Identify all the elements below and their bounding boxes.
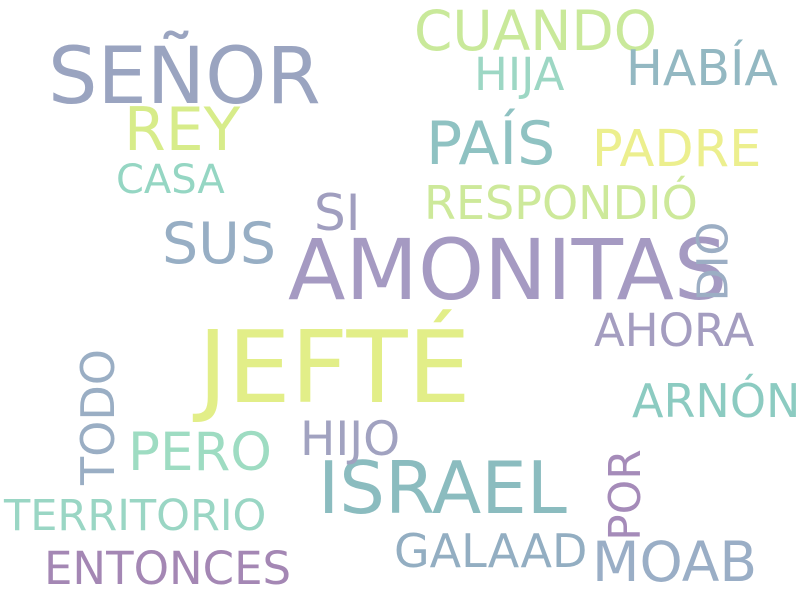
word-pero: PERO: [128, 422, 272, 483]
word-dio: DIO: [688, 221, 739, 302]
word-pais: PAÍS: [426, 109, 556, 179]
word-israel: ISRAEL: [318, 446, 567, 530]
word-hija: HIJA: [474, 48, 565, 101]
word-casa: CASA: [116, 157, 225, 203]
word-rey: REY: [124, 95, 241, 165]
word-sus: SUS: [162, 211, 277, 277]
word-por: POR: [599, 449, 651, 541]
word-padre: PADRE: [592, 120, 762, 179]
word-moab: MOAB: [592, 530, 758, 594]
word-territorio: TERRITORIO: [4, 491, 267, 541]
word-amonitas: AMONITAS: [288, 221, 728, 319]
word-ahora: AHORA: [594, 304, 755, 357]
word-arnon: ARNÓN: [632, 374, 800, 428]
word-hijo: HIJO: [300, 412, 401, 467]
word-entonces: ENTONCES: [44, 542, 292, 595]
word-si: SI: [314, 184, 361, 242]
word-senor: SEÑOR: [48, 32, 321, 122]
word-jefte: JEFTÉ: [198, 309, 471, 426]
word-habia: HABÍA: [626, 40, 778, 97]
word-todo: TODO: [70, 349, 125, 485]
word-cuando: CUANDO: [414, 0, 658, 63]
word-respondio: RESPONDIÓ: [424, 176, 698, 230]
word-galaad: GALAAD: [394, 524, 588, 578]
